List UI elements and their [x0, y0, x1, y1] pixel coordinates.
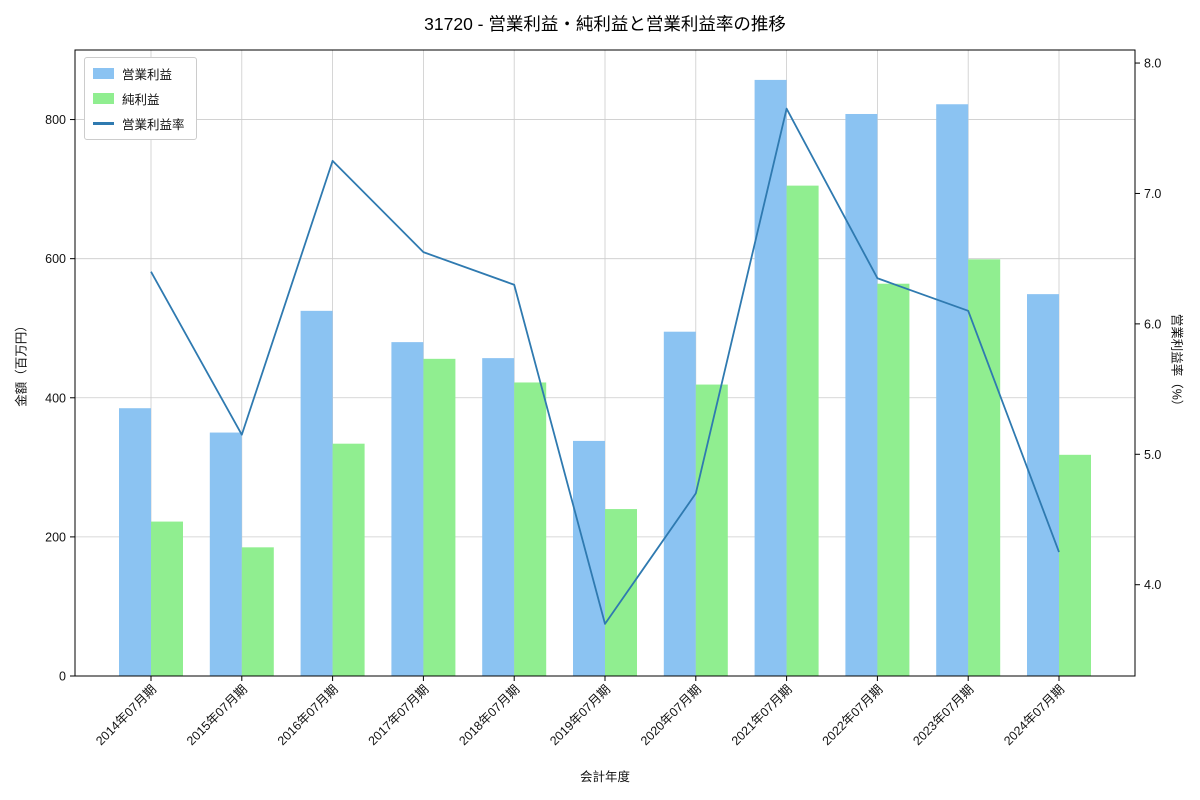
y-tick-label-right: 8.0	[1144, 57, 1161, 71]
y-tick-label-left: 800	[45, 113, 66, 127]
bar-net-profit	[241, 547, 274, 676]
bar-net-profit	[786, 185, 819, 676]
y-tick-label-left: 0	[59, 670, 66, 684]
bar-net-profit	[877, 283, 910, 676]
bar-net-profit	[332, 443, 365, 676]
bar-net-profit	[423, 358, 456, 676]
bar-net-profit	[151, 521, 183, 676]
legend-label: 営業利益率	[122, 118, 185, 132]
x-tick-label: 2022年07月期	[820, 682, 886, 748]
y-tick-label-right: 6.0	[1144, 317, 1161, 331]
legend-line-swatch	[93, 122, 114, 125]
x-tick-label: 2016年07月期	[275, 682, 341, 748]
bar-operating-profit	[573, 440, 605, 676]
x-tick-label: 2023年07月期	[910, 682, 976, 748]
bar-operating-profit	[663, 331, 696, 676]
legend-label: 営業利益	[122, 68, 173, 82]
legend: 営業利益純利益営業利益率	[84, 57, 197, 140]
bar-net-profit	[1059, 454, 1091, 676]
x-tick-label: 2017年07月期	[366, 682, 432, 748]
legend-color-swatch	[93, 93, 114, 104]
bar-net-profit	[695, 384, 728, 676]
bar-operating-profit	[845, 113, 878, 677]
y-axis-label-left: 金額（百万円）	[14, 319, 29, 407]
bar-operating-profit	[300, 310, 333, 676]
bar-operating-profit	[754, 79, 787, 677]
x-tick-label: 2018年07月期	[456, 682, 522, 748]
y-tick-label-left: 200	[45, 530, 66, 544]
y-tick-label-right: 4.0	[1144, 578, 1161, 592]
x-tick-label: 2015年07月期	[184, 682, 250, 748]
chart-title: 31720 - 営業利益・純利益と営業利益率の推移	[424, 14, 786, 34]
x-tick-label: 2021年07月期	[729, 682, 795, 748]
bar-net-profit	[968, 259, 1001, 676]
bar-operating-profit	[482, 358, 515, 676]
legend-item-1: 純利益	[93, 89, 185, 108]
legend-color-swatch	[93, 68, 114, 79]
bar-operating-profit	[119, 408, 151, 676]
x-tick-label: 2020年07月期	[638, 682, 704, 748]
y-tick-label-left: 600	[45, 252, 66, 266]
x-tick-label: 2019年07月期	[547, 682, 613, 748]
y-tick-label-right: 5.0	[1144, 448, 1161, 462]
bar-operating-profit	[936, 104, 969, 676]
legend-label: 純利益	[122, 93, 160, 107]
y-tick-label-left: 400	[45, 391, 66, 405]
x-axis-label: 会計年度	[579, 770, 631, 784]
x-tick-label: 2014年07月期	[93, 682, 159, 748]
bar-operating-profit	[391, 342, 424, 676]
operating-margin-line	[150, 107, 1060, 625]
bar-net-profit	[514, 382, 547, 676]
bar-operating-profit	[209, 432, 242, 676]
y-tick-label-right: 7.0	[1144, 187, 1161, 201]
legend-item-0: 営業利益	[93, 64, 185, 83]
legend-item-2: 営業利益率	[93, 114, 185, 133]
x-tick-label: 2024年07月期	[1001, 682, 1067, 748]
y-axis-label-right: 営業利益率（%）	[1169, 313, 1184, 413]
bar-net-profit	[605, 509, 637, 676]
bar-operating-profit	[1027, 294, 1059, 676]
